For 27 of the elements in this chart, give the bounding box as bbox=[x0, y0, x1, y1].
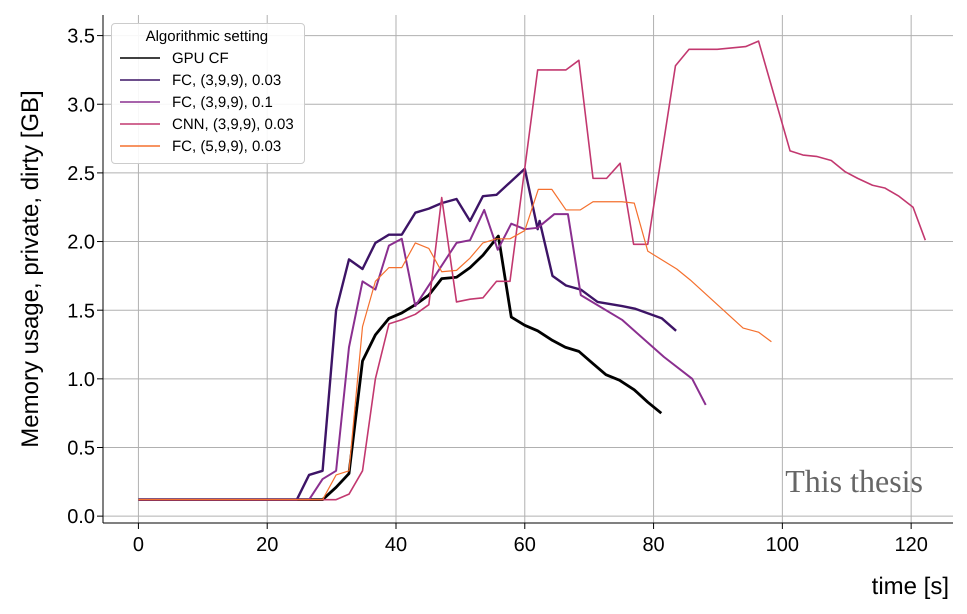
y-tick-label: 0.0 bbox=[67, 506, 95, 528]
y-tick-label: 1.5 bbox=[67, 300, 95, 322]
x-tick-label: 20 bbox=[256, 534, 278, 556]
legend-title: Algorithmic setting bbox=[144, 28, 270, 45]
x-tick-label: 60 bbox=[514, 534, 536, 556]
y-tick-label: 2.0 bbox=[67, 232, 95, 254]
annotation: This thesis bbox=[785, 463, 923, 500]
x-tick-label: 80 bbox=[642, 534, 665, 556]
legend-label: FC, (3,9,9), 0.1 bbox=[172, 94, 273, 110]
x-tick-label: 40 bbox=[384, 534, 408, 556]
y-tick-label: 0.5 bbox=[67, 438, 95, 460]
x-tick-label: 100 bbox=[766, 534, 800, 556]
x-axis-title: time [s] bbox=[872, 573, 949, 600]
legend-label: GPU CF bbox=[172, 50, 229, 66]
line-series bbox=[138, 188, 772, 500]
line-series bbox=[137, 168, 678, 501]
x-tick-label: 0 bbox=[132, 534, 144, 556]
x-tick-label: 120 bbox=[894, 534, 928, 556]
legend-label: FC, (3,9,9), 0.03 bbox=[172, 72, 282, 88]
y-axis-title: Memory usage, private, dirty [GB] bbox=[17, 90, 44, 448]
legend-label: FC, (5,9,9), 0.03 bbox=[172, 138, 282, 154]
legend-label: CNN, (3,9,9), 0.03 bbox=[172, 116, 294, 132]
line-series bbox=[137, 208, 707, 501]
y-tick-label: 2.5 bbox=[67, 162, 95, 185]
y-tick-label: 3.5 bbox=[67, 26, 95, 48]
y-tick-label: 3.0 bbox=[67, 94, 95, 116]
y-tick-label: 1.0 bbox=[67, 368, 95, 391]
